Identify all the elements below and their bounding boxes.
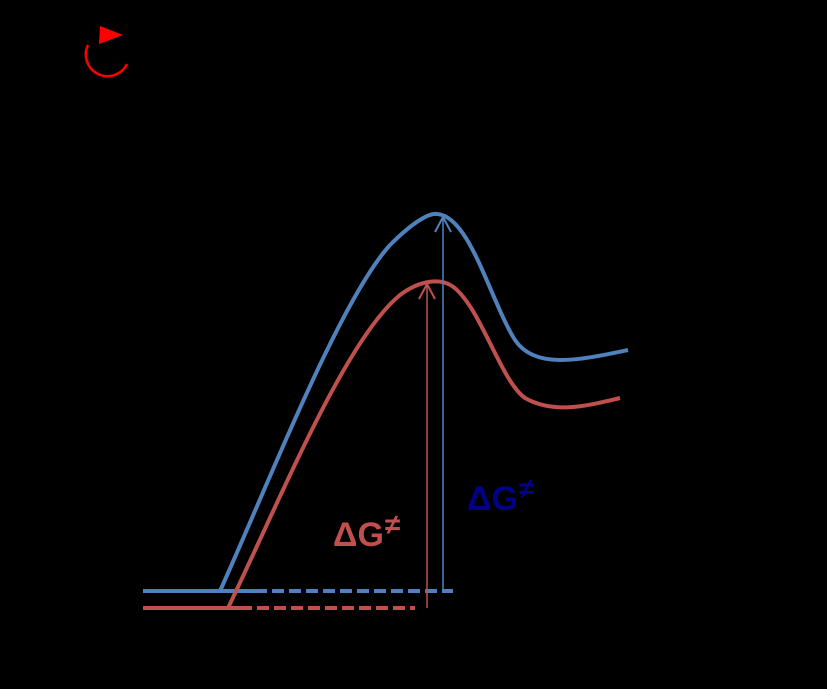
uncatalyzed-activation-arrow bbox=[434, 214, 452, 591]
uncatalyzed-activation-energy-label: ΔG≠ bbox=[467, 475, 534, 518]
uncatalyzed-curve bbox=[218, 211, 629, 592]
uncatalyzed-not-equal-sup: ≠ bbox=[518, 473, 535, 504]
catalyzed-activation-arrow bbox=[418, 281, 436, 608]
cycle-arrow-icon bbox=[84, 26, 129, 78]
catalyzed-activation-energy-label: ΔG≠ bbox=[333, 511, 400, 554]
uncatalyzed-delta-g-text: ΔG bbox=[467, 480, 518, 518]
catalyzed-not-equal-sup: ≠ bbox=[384, 509, 401, 540]
catalyzed-curve bbox=[226, 279, 621, 609]
catalyzed-delta-g-text: ΔG bbox=[333, 516, 384, 554]
